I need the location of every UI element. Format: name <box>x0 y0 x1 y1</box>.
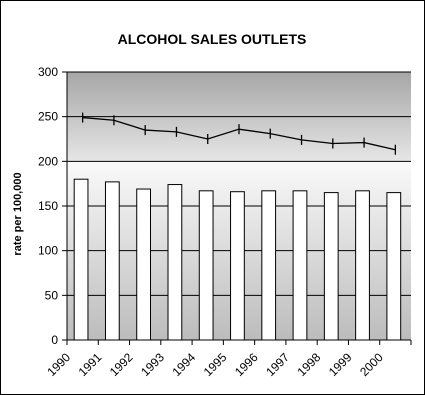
y-tick-label-0: 0 <box>51 333 58 347</box>
bar-1994 <box>198 190 214 341</box>
bar-1998 <box>323 192 339 341</box>
bar-series <box>73 178 402 341</box>
bar-1993 <box>167 184 183 341</box>
x-tick-label-1992: 1992 <box>107 350 136 379</box>
y-tick-label-250: 250 <box>38 110 58 124</box>
y-tick-label-150: 150 <box>38 199 58 213</box>
bar-1996 <box>261 190 277 341</box>
bar-1995 <box>230 191 245 341</box>
axes <box>62 71 412 345</box>
x-tick-label-1998: 1998 <box>295 350 324 379</box>
x-tick-label-1997: 1997 <box>263 350 292 379</box>
bar-1997 <box>292 190 308 341</box>
y-tick-label-100: 100 <box>38 244 58 258</box>
bar-1990 <box>73 178 89 341</box>
y-tick-label-200: 200 <box>38 154 58 168</box>
x-tick-label-1994: 1994 <box>169 350 198 379</box>
bar-2000 <box>386 192 402 341</box>
x-tick-label-1993: 1993 <box>138 350 167 379</box>
x-tick-label-1999: 1999 <box>326 350 355 379</box>
y-tick-labels: 0 50 100 150 200 250 300 <box>38 65 58 347</box>
x-tick-label-1991: 1991 <box>76 350 105 379</box>
chart-title: ALCOHOL SALES OUTLETS <box>118 31 307 47</box>
y-axis-label: rate per 100,000 <box>12 172 24 255</box>
line-series <box>81 112 397 155</box>
y-tick-label-300: 300 <box>38 65 58 79</box>
x-tick-label-1990: 1990 <box>44 350 73 379</box>
bar-1999 <box>355 190 370 341</box>
y-tick-label-50: 50 <box>45 288 59 302</box>
bar-1991 <box>104 181 120 341</box>
x-tick-label-1995: 1995 <box>201 350 230 379</box>
x-tick-label-2000: 2000 <box>357 350 386 379</box>
bar-1992 <box>136 188 151 341</box>
x-tick-label-1996: 1996 <box>232 350 261 379</box>
x-tick-labels: 1990 1991 1992 1993 1994 1995 1996 1997 1998 1999… <box>44 350 386 379</box>
